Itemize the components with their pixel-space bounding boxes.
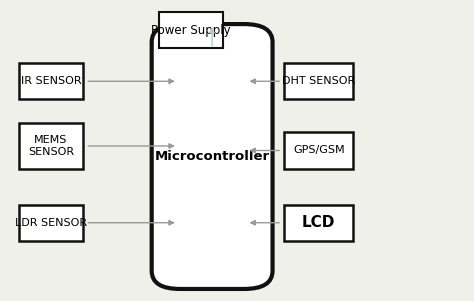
Bar — [284, 132, 353, 169]
Text: MEMS
SENSOR: MEMS SENSOR — [28, 135, 74, 157]
Bar — [19, 205, 83, 241]
Bar — [284, 63, 353, 99]
Text: Power Supply: Power Supply — [151, 23, 230, 37]
Text: Microcontroller: Microcontroller — [155, 150, 270, 163]
Bar — [19, 63, 83, 99]
Text: LDR SENSOR: LDR SENSOR — [15, 218, 87, 228]
Bar — [159, 12, 223, 48]
Bar — [284, 205, 353, 241]
Text: IR SENSOR: IR SENSOR — [21, 76, 81, 86]
Text: LCD: LCD — [302, 215, 336, 230]
Bar — [19, 123, 83, 169]
FancyBboxPatch shape — [152, 24, 273, 289]
Text: DHT SENSOR: DHT SENSOR — [282, 76, 356, 86]
Text: GPS/GSM: GPS/GSM — [293, 145, 345, 156]
